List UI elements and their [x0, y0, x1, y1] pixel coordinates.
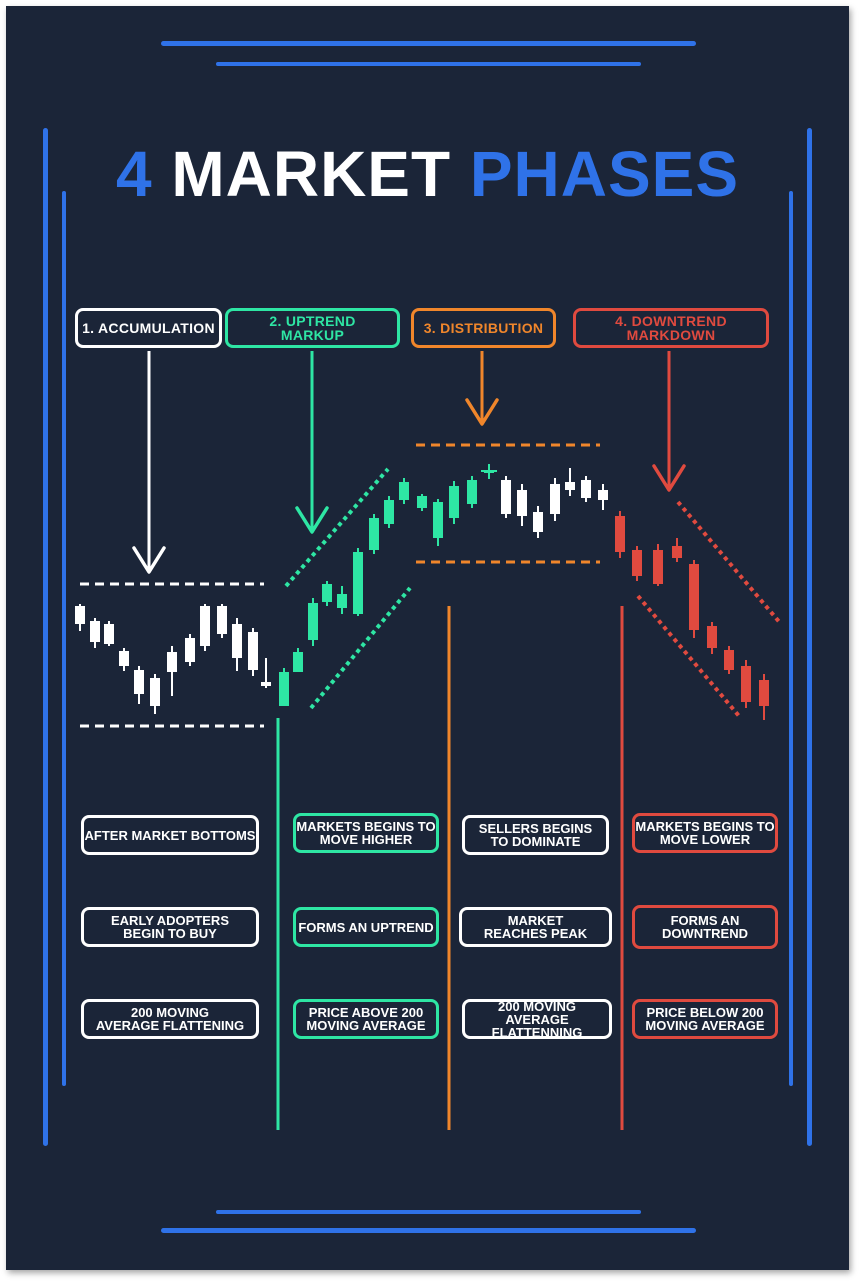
info-box-uptrend-1: MARKETS BEGINS TO MOVE HIGHER — [293, 813, 439, 853]
phase-box-uptrend: 2. UPTREND MARKUP — [225, 308, 400, 348]
left-deco-line-inner — [62, 191, 66, 1086]
candle-body — [565, 482, 575, 490]
uptrend-lower-channel — [309, 586, 412, 710]
downtrend-upper-channel — [676, 500, 783, 626]
bottom-deco-line — [161, 1228, 696, 1233]
info-box-accumulation-2: EARLY ADOPTERS BEGIN TO BUY — [81, 907, 259, 947]
info-box-distribution-2: MARKET REACHES PEAK — [459, 907, 612, 947]
market-phase-chart — [75, 351, 783, 1130]
candle-body — [417, 496, 427, 508]
right-deco-line-inner — [789, 191, 793, 1086]
candle-body — [119, 651, 129, 666]
downtrend-arrow-head — [652, 464, 686, 492]
info-box-accumulation-3: 200 MOVING AVERAGE FLATTENING — [81, 999, 259, 1039]
uptrend-upper-channel — [284, 467, 390, 588]
info-box-uptrend-3: PRICE ABOVE 200 MOVING AVERAGE — [293, 999, 439, 1039]
accumulation-arrow-head — [132, 546, 166, 574]
top-deco-line — [161, 41, 696, 46]
candle-body — [501, 480, 511, 514]
bottom-deco-line-short — [216, 1210, 641, 1214]
candle-body — [261, 682, 271, 686]
candle-body — [707, 626, 717, 648]
candle-body — [232, 624, 242, 658]
downtrend-lower-channel — [636, 594, 741, 718]
candle-body — [200, 606, 210, 646]
candle-body — [433, 502, 443, 538]
candlesticks — [75, 464, 769, 720]
info-box-uptrend-2: FORMS AN UPTREND — [293, 907, 439, 947]
candle-body — [598, 490, 608, 500]
candle-body — [517, 490, 527, 516]
candle-body — [75, 606, 85, 624]
candle-body — [632, 550, 642, 576]
distribution-arrow-head — [465, 398, 499, 426]
candle-body — [653, 550, 663, 584]
right-deco-line — [807, 128, 812, 1146]
candle-body — [217, 606, 227, 634]
title-word-phases: PHASES — [469, 138, 740, 210]
candle-body — [337, 594, 347, 608]
info-box-downtrend-3: PRICE BELOW 200 MOVING AVERAGE — [632, 999, 778, 1039]
candle-body — [384, 500, 394, 524]
candle-body — [615, 516, 625, 552]
poster: 4 MARKET PHASES 1. ACCUMULATION 2. UPTRE… — [6, 6, 849, 1270]
uptrend-arrow-head — [295, 506, 329, 534]
top-deco-line-short — [216, 62, 641, 66]
candle-body — [104, 624, 114, 644]
candle-body — [90, 621, 100, 642]
candle-body — [724, 650, 734, 670]
candle-body — [550, 484, 560, 514]
title-number: 4 — [115, 138, 153, 210]
info-box-distribution-3: 200 MOVING AVERAGE FLATTENNING — [462, 999, 612, 1039]
candle-body — [279, 672, 289, 706]
candle-body — [759, 680, 769, 706]
candle-body — [150, 678, 160, 706]
candle-body — [449, 486, 459, 518]
candle-body — [467, 480, 477, 504]
info-box-downtrend-1: MARKETS BEGINS TO MOVE LOWER — [632, 813, 778, 853]
candle-body — [672, 546, 682, 558]
chart-guides — [80, 351, 783, 1130]
candle-body — [308, 603, 318, 640]
phase-box-accumulation: 1. ACCUMULATION — [75, 308, 222, 348]
phase-box-distribution: 3. DISTRIBUTION — [411, 308, 556, 348]
candle-body — [293, 652, 303, 672]
candle-body — [353, 552, 363, 614]
candle-body — [167, 652, 177, 672]
candle-body — [399, 482, 409, 500]
candle-body — [185, 638, 195, 662]
candle-body — [581, 480, 591, 498]
candle-body — [134, 670, 144, 694]
left-deco-line — [43, 128, 48, 1146]
candle-body — [689, 564, 699, 630]
candle-body — [369, 518, 379, 550]
candle-body — [248, 632, 258, 670]
info-box-downtrend-2: FORMS AN DOWNTREND — [632, 905, 778, 949]
candle-body — [322, 584, 332, 602]
title-word-market: MARKET — [171, 138, 452, 210]
phase-box-downtrend: 4. DOWNTREND MARKDOWN — [573, 308, 769, 348]
info-box-distribution-1: SELLERS BEGINS TO DOMINATE — [462, 815, 609, 855]
candle-body — [533, 512, 543, 532]
info-box-accumulation-1: AFTER MARKET BOTTOMS — [81, 815, 259, 855]
candle-body — [741, 666, 751, 702]
page-title: 4 MARKET PHASES — [6, 142, 849, 206]
